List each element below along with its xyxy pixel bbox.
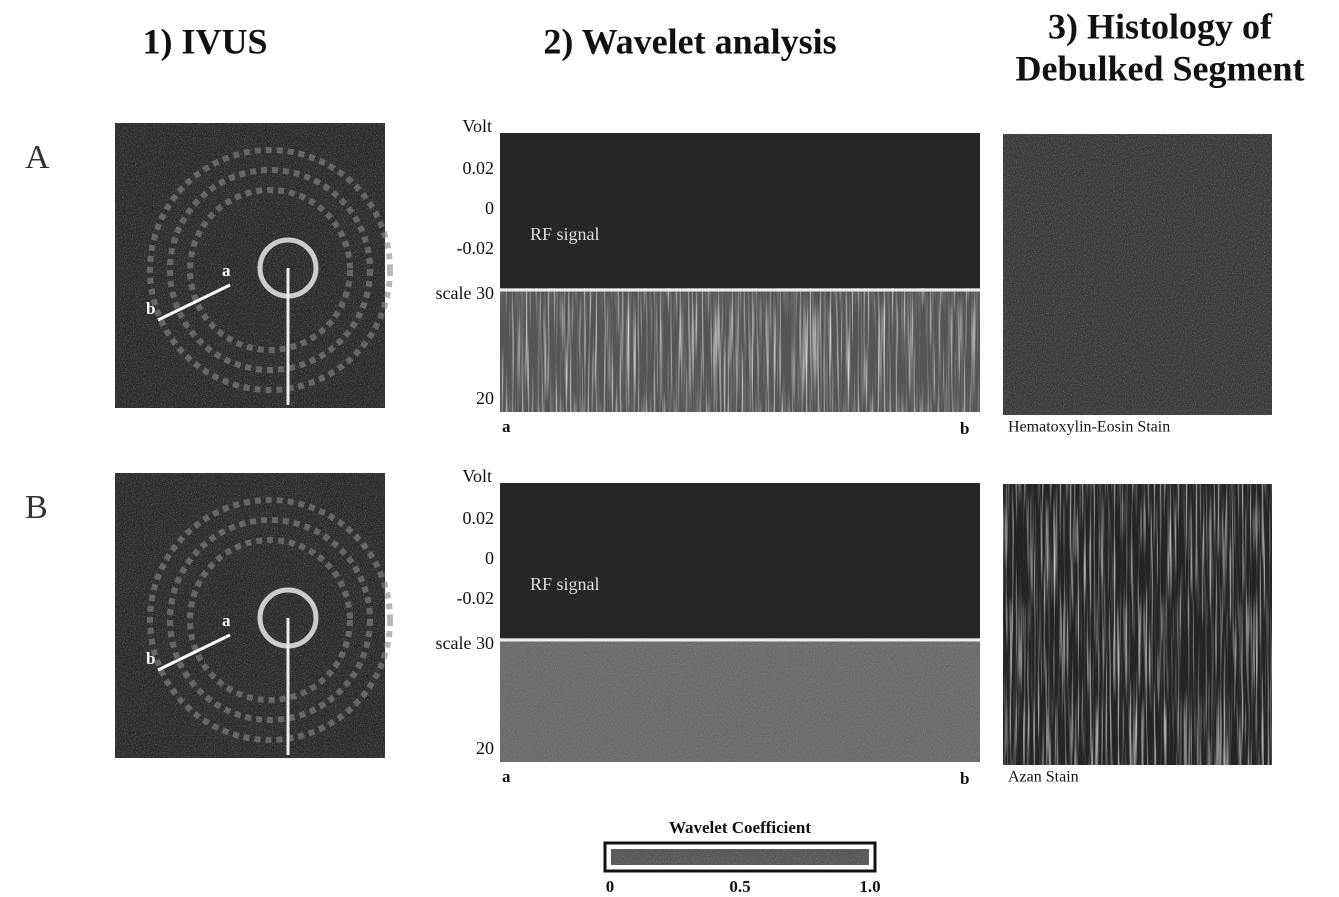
figure-row: Aa b Volt 0.02 0 -0.02 RF signal scale 30 20 a b He… bbox=[25, 116, 1272, 438]
scale-tick-label: 20 bbox=[476, 738, 494, 758]
row-label: B bbox=[25, 489, 48, 526]
colorbar-tick: 1.0 bbox=[859, 877, 880, 896]
colorbar-texture bbox=[611, 849, 869, 865]
x-end-label: a bbox=[502, 767, 511, 786]
point-label: b bbox=[146, 299, 155, 318]
signal-label: RF signal bbox=[530, 224, 600, 244]
scale-tick-label: scale 30 bbox=[436, 633, 494, 653]
scale-texture bbox=[500, 288, 980, 412]
scale-tick-label: 20 bbox=[476, 388, 494, 408]
point-label: a bbox=[222, 261, 231, 280]
histology-texture bbox=[1003, 484, 1272, 765]
point-label: b bbox=[146, 649, 155, 668]
x-end-label: b bbox=[960, 769, 969, 788]
colorbar: Wavelet Coefficient 0 0.5 1.0 bbox=[605, 818, 881, 896]
rf-panel bbox=[500, 133, 980, 288]
column-header: Debulked Segment bbox=[1015, 48, 1304, 88]
figure-row: Ba b Volt 0.02 0 -0.02 RF signal scale 30 20 a b Az… bbox=[25, 466, 1272, 788]
y-tick-label: 0.02 bbox=[463, 158, 495, 178]
signal-label: RF signal bbox=[530, 574, 600, 594]
y-tick-label: -0.02 bbox=[457, 588, 495, 608]
column-header: 2) Wavelet analysis bbox=[543, 21, 836, 61]
axis-label: Volt bbox=[462, 466, 492, 486]
scale-tick-label: scale 30 bbox=[436, 283, 494, 303]
rf-panel bbox=[500, 483, 980, 638]
colorbar-title: Wavelet Coefficient bbox=[669, 818, 811, 837]
y-tick-label: 0 bbox=[485, 198, 494, 218]
x-end-label: a bbox=[502, 417, 511, 436]
colorbar-tick: 0 bbox=[606, 877, 615, 896]
figure: 1) IVUS 2) Wavelet analysis 3) Histology… bbox=[0, 0, 1339, 897]
stain-caption: Hematoxylin-Eosin Stain bbox=[1008, 419, 1170, 436]
colorbar-tick: 0.5 bbox=[729, 877, 750, 896]
axis-label: Volt bbox=[462, 116, 492, 136]
stain-caption: Azan Stain bbox=[1008, 769, 1079, 786]
y-tick-label: 0 bbox=[485, 548, 494, 568]
histology-texture bbox=[1003, 134, 1272, 415]
row-label: A bbox=[25, 139, 50, 176]
point-label: a bbox=[222, 611, 231, 630]
scale-texture bbox=[500, 638, 980, 762]
y-tick-label: -0.02 bbox=[457, 238, 495, 258]
column-header: 1) IVUS bbox=[142, 21, 267, 61]
x-end-label: b bbox=[960, 419, 969, 438]
y-tick-label: 0.02 bbox=[463, 508, 495, 528]
column-header: 3) Histology of bbox=[1048, 6, 1273, 46]
